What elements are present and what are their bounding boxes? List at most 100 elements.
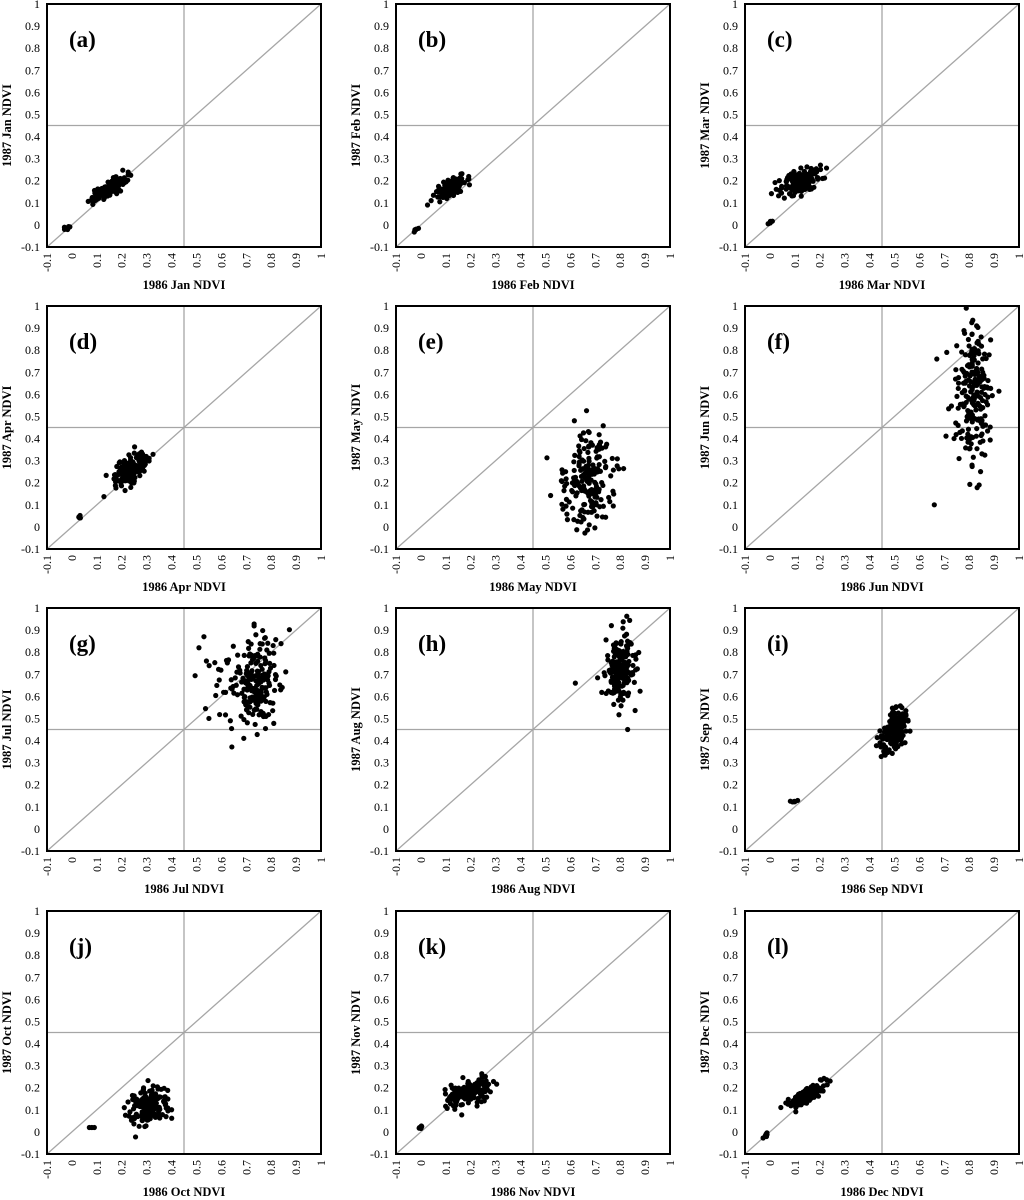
data-point [563, 476, 569, 482]
data-point [261, 685, 267, 691]
data-point [478, 1099, 485, 1105]
x-tick-label: 0 [414, 857, 428, 863]
x-tick-label: 0.7 [937, 857, 951, 872]
y-tick-label: 0 [34, 822, 40, 836]
data-point [252, 721, 258, 728]
x-tick-label: 0.1 [788, 857, 802, 872]
data-point [232, 675, 238, 681]
data-point [968, 389, 974, 395]
data-point [270, 708, 276, 714]
y-axis-label: 1987 Apr NDVI [0, 385, 14, 469]
data-point [580, 430, 587, 436]
data-point [572, 452, 578, 458]
y-tick-label: 0.9 [25, 19, 40, 33]
x-tick-label: 0.7 [239, 1160, 253, 1175]
data-point [485, 1081, 492, 1087]
data-point [616, 663, 622, 669]
data-point [996, 388, 1002, 394]
data-point [898, 741, 905, 747]
x-tick-label: 0.4 [514, 555, 528, 570]
y-tick-label: 0.8 [374, 343, 389, 357]
data-point [969, 419, 975, 425]
data-point [247, 683, 253, 689]
data-point [563, 496, 570, 502]
data-point [134, 1103, 140, 1109]
data-point [624, 638, 631, 644]
data-point [559, 478, 565, 485]
x-tick-label: 0.6 [912, 857, 926, 872]
data-point [630, 652, 636, 659]
data-point [952, 376, 959, 382]
data-point [898, 731, 904, 738]
x-tick-label: 0.7 [937, 253, 951, 268]
x-tick-label: 0.2 [464, 1160, 478, 1175]
data-point [878, 744, 884, 750]
data-point [955, 405, 961, 411]
data-point [442, 193, 448, 199]
x-tick-label: 0 [65, 555, 79, 561]
data-point [259, 641, 265, 647]
x-tick-label: 0 [414, 1160, 428, 1166]
data-point [792, 189, 798, 195]
x-tick-label: 1 [1012, 857, 1024, 863]
data-point [618, 639, 624, 645]
x-tick-label: 0.7 [937, 1160, 951, 1175]
y-tick-label: 0.1 [25, 1103, 40, 1117]
y-tick-label: 0.6 [374, 689, 389, 703]
data-point [621, 633, 628, 639]
data-point [573, 478, 580, 484]
x-tick-label: -0.1 [40, 253, 54, 272]
data-point [599, 689, 605, 695]
data-point [581, 445, 587, 452]
y-tick-label: 0.5 [374, 107, 389, 121]
x-tick-label: 0.3 [140, 857, 154, 872]
data-point [413, 226, 419, 232]
x-tick-label: 0.5 [189, 555, 203, 570]
scatter-panel: -0.1 0 0.1 0.2 0.3 0.4 0.5 0.6 0.7 0.8 0.9 1 -0.1 0 0.… [0, 601, 328, 896]
data-point [571, 418, 577, 424]
one-to-one-line [395, 910, 671, 1155]
data-point [630, 662, 636, 669]
data-point [620, 669, 627, 675]
data-point [603, 637, 609, 643]
data-point [611, 701, 617, 708]
data-point [977, 469, 984, 475]
y-tick-label: 0.9 [25, 623, 40, 637]
panel-label: (f) [767, 329, 790, 354]
data-point [974, 340, 980, 346]
data-point [779, 185, 785, 191]
data-point [122, 465, 128, 471]
plot-frame [744, 305, 1020, 550]
data-point [580, 472, 586, 478]
data-point [789, 183, 795, 190]
data-point [127, 1109, 133, 1115]
x-tick-label: 0.7 [588, 1160, 602, 1175]
x-tick-label: 0.9 [289, 857, 303, 872]
y-tick-label: 0.5 [374, 711, 389, 725]
x-tick-label: 0.1 [90, 555, 104, 570]
data-point [962, 388, 968, 394]
x-tick-label: -0.1 [40, 857, 54, 876]
data-point [215, 666, 222, 672]
data-point [244, 679, 250, 685]
data-point [433, 188, 440, 195]
data-point [608, 660, 615, 666]
data-point [217, 711, 223, 718]
data-point [978, 334, 984, 340]
data-point [91, 1124, 97, 1131]
x-tick-label: 0.8 [264, 253, 278, 268]
data-point [202, 706, 209, 712]
data-point [895, 710, 901, 716]
data-point [802, 1088, 808, 1094]
y-tick-label: 0.8 [723, 645, 738, 659]
data-point [613, 646, 620, 652]
data-point [982, 413, 988, 419]
data-point [244, 720, 250, 726]
y-tick-label: 0.5 [25, 711, 40, 725]
data-point [955, 385, 961, 392]
data-point [145, 1077, 151, 1084]
x-tick-label: 0 [763, 1160, 777, 1166]
data-point [585, 449, 591, 455]
data-point [571, 459, 577, 465]
data-point [253, 698, 259, 705]
